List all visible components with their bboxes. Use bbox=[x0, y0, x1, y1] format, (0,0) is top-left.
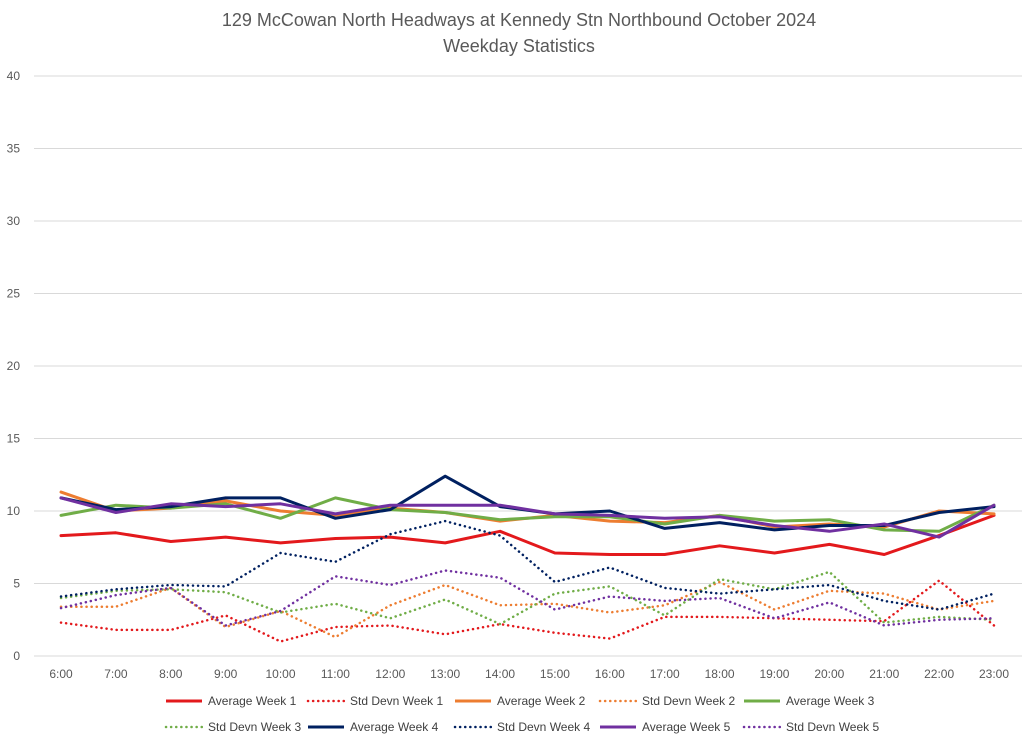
y-tick-label: 5 bbox=[13, 577, 20, 591]
legend-label: Average Week 5 bbox=[642, 720, 731, 734]
legend-label: Std Devn Week 5 bbox=[786, 720, 879, 734]
x-tick-label: 11:00 bbox=[321, 667, 350, 681]
legend-label: Std Devn Week 3 bbox=[208, 720, 301, 734]
legend-item: Average Week 1 bbox=[166, 694, 297, 708]
series-line-std-devn-week-3 bbox=[59, 570, 996, 626]
chart-subtitle: Weekday Statistics bbox=[443, 36, 595, 56]
y-axis-ticks: 0 5 10 15 20 25 30 35 40 bbox=[7, 69, 21, 663]
x-tick-label: 22:00 bbox=[924, 667, 954, 681]
legend-item: Average Week 2 bbox=[455, 694, 586, 708]
x-tick-label: 15:00 bbox=[540, 667, 570, 681]
legend-label: Average Week 1 bbox=[208, 694, 297, 708]
legend-label: Std Devn Week 2 bbox=[642, 694, 735, 708]
x-tick-label: 9:00 bbox=[214, 667, 238, 681]
x-tick-label: 19:00 bbox=[759, 667, 789, 681]
legend-label: Average Week 2 bbox=[497, 694, 586, 708]
y-tick-label: 0 bbox=[13, 649, 20, 663]
x-tick-label: 12:00 bbox=[375, 667, 405, 681]
x-tick-label: 6:00 bbox=[49, 667, 73, 681]
series-line-average-week-1 bbox=[59, 513, 996, 556]
y-tick-label: 40 bbox=[7, 69, 21, 83]
y-tick-label: 15 bbox=[7, 432, 21, 446]
x-tick-label: 10:00 bbox=[266, 667, 296, 681]
series-line-average-week-5 bbox=[59, 496, 996, 539]
x-tick-label: 20:00 bbox=[814, 667, 844, 681]
x-tick-label: 8:00 bbox=[159, 667, 183, 681]
legend-label: Average Week 4 bbox=[350, 720, 439, 734]
x-tick-label: 16:00 bbox=[595, 667, 625, 681]
x-tick-label: 14:00 bbox=[485, 667, 515, 681]
legend-item: Std Devn Week 1 bbox=[306, 694, 443, 708]
legend-label: Average Week 3 bbox=[786, 694, 875, 708]
x-tick-label: 7:00 bbox=[104, 667, 128, 681]
legend-item: Average Week 3 bbox=[744, 694, 875, 708]
legend-item: Std Devn Week 4 bbox=[453, 720, 590, 734]
series-lines bbox=[59, 474, 996, 643]
y-tick-label: 20 bbox=[7, 359, 21, 373]
x-tick-label: 23:00 bbox=[979, 667, 1009, 681]
x-tick-label: 13:00 bbox=[430, 667, 460, 681]
legend: Average Week 1 Std Devn Week 1 Average Wee… bbox=[164, 694, 879, 734]
y-tick-label: 30 bbox=[7, 214, 21, 228]
series-line-std-devn-week-1 bbox=[59, 579, 996, 643]
y-tick-label: 35 bbox=[7, 142, 21, 156]
legend-label: Std Devn Week 1 bbox=[350, 694, 443, 708]
series-line-std-devn-week-5 bbox=[59, 569, 996, 627]
x-axis-ticks: 6:00 7:00 8:00 9:00 10:00 11:00 12:00 13:00 14:0… bbox=[49, 667, 1009, 681]
series-line-std-devn-week-4 bbox=[59, 519, 996, 611]
series-line-average-week-4 bbox=[59, 474, 996, 532]
legend-item: Average Week 4 bbox=[308, 720, 439, 734]
series-line-average-week-3 bbox=[59, 496, 996, 533]
gridlines bbox=[34, 75, 1022, 657]
legend-item: Std Devn Week 5 bbox=[742, 720, 879, 734]
y-tick-label: 10 bbox=[7, 504, 21, 518]
chart-title: 129 McCowan North Headways at Kennedy St… bbox=[222, 10, 816, 30]
y-tick-label: 25 bbox=[7, 287, 21, 301]
legend-item: Std Devn Week 2 bbox=[598, 694, 735, 708]
legend-label: Std Devn Week 4 bbox=[497, 720, 590, 734]
legend-item: Average Week 5 bbox=[600, 720, 731, 734]
legend-item: Std Devn Week 3 bbox=[164, 720, 301, 734]
x-tick-label: 17:00 bbox=[650, 667, 680, 681]
x-tick-label: 18:00 bbox=[705, 667, 735, 681]
x-tick-label: 21:00 bbox=[869, 667, 899, 681]
